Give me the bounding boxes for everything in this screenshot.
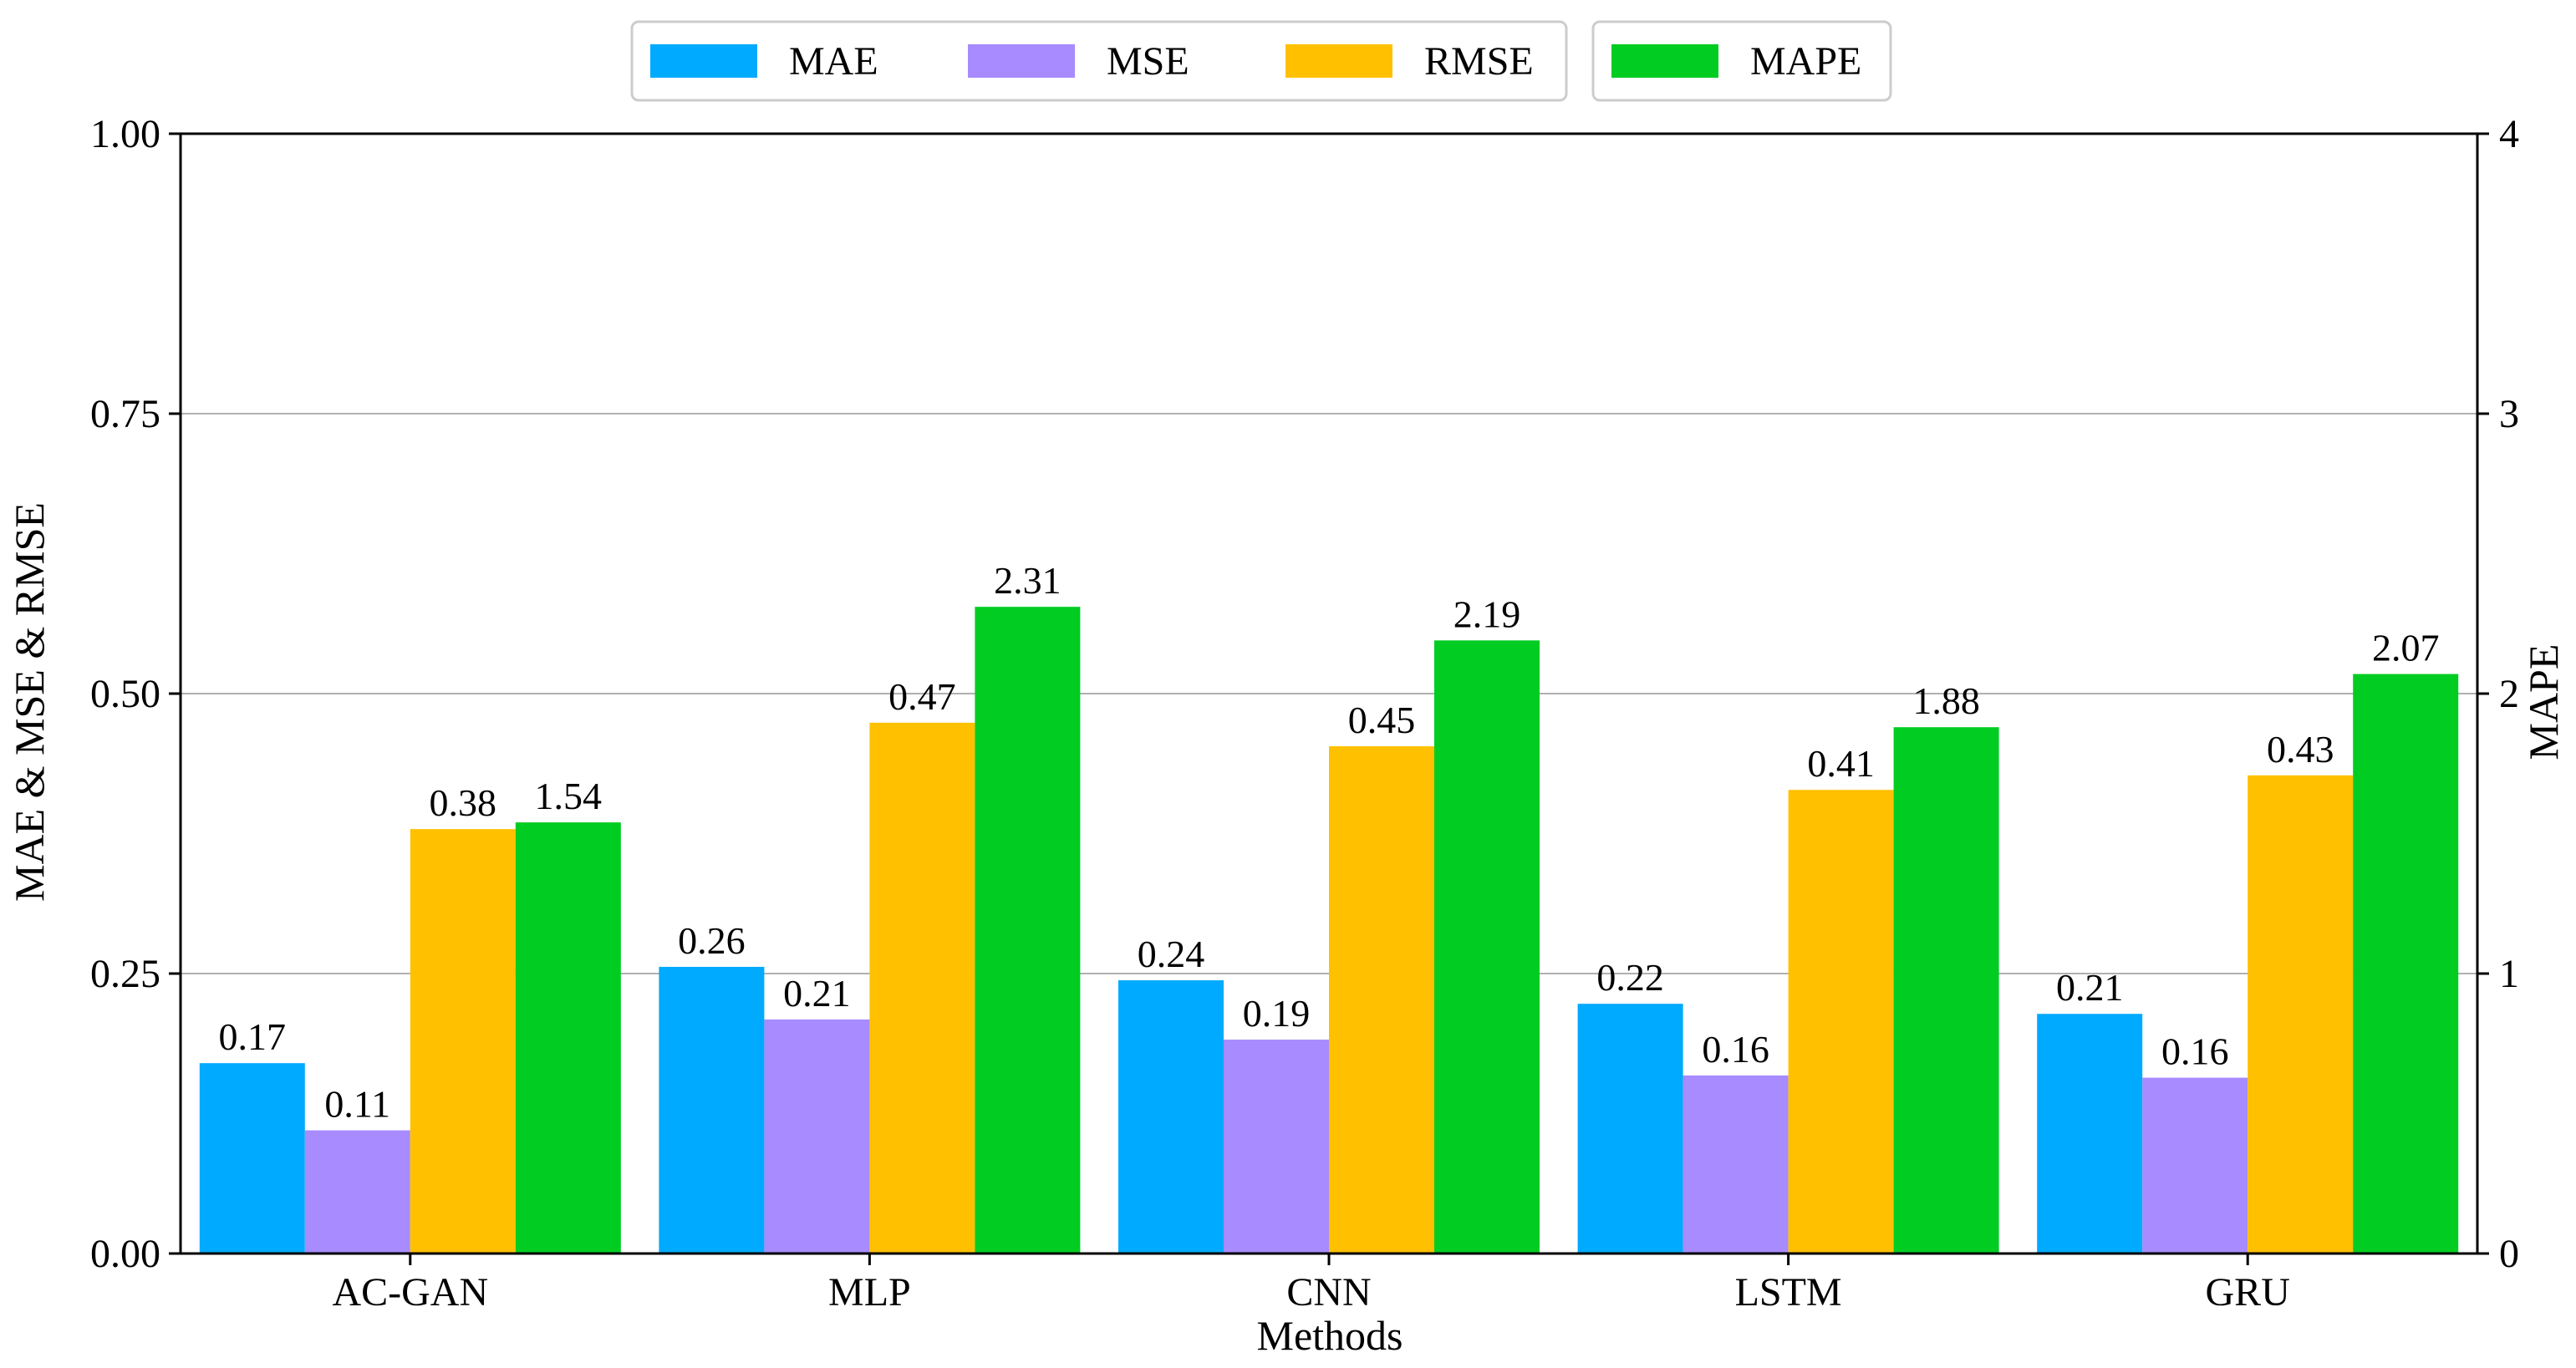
data-label-mape: 1.88 xyxy=(1912,679,1980,722)
x-tick-label: LSTM xyxy=(1735,1270,1842,1315)
bar-mse xyxy=(304,1130,410,1254)
bar-mape xyxy=(1434,640,1540,1254)
data-label-mse: 0.11 xyxy=(324,1083,390,1126)
data-label-mse: 0.16 xyxy=(2161,1030,2229,1073)
plot-frame xyxy=(179,132,2479,1255)
y-tick-label: 0.25 xyxy=(90,952,160,996)
legend-label-mape: MAPE xyxy=(1750,39,1861,84)
legend-swatch-mape xyxy=(1611,44,1718,78)
bar-mae xyxy=(659,966,765,1254)
legend-swatch-rmse xyxy=(1285,44,1392,78)
legend-box xyxy=(1591,20,1892,102)
y-tick-label: 1.00 xyxy=(90,112,160,156)
bar-rmse xyxy=(869,722,975,1254)
y2-tick-label: 0 xyxy=(2499,1232,2519,1276)
bar-mape xyxy=(2353,674,2459,1254)
data-label-mae: 0.21 xyxy=(2056,966,2124,1009)
data-label-rmse: 0.38 xyxy=(430,781,497,824)
legend-swatch-mae xyxy=(650,44,757,78)
data-label-mse: 0.19 xyxy=(1243,992,1311,1035)
bar-mae xyxy=(199,1063,305,1254)
x-axis-label: Methods xyxy=(1257,1312,1403,1359)
x-tick-label: CNN xyxy=(1286,1270,1371,1315)
data-label-mape: 1.54 xyxy=(535,775,603,817)
x-tick-label: GRU xyxy=(2206,1270,2290,1315)
data-label-mae: 0.17 xyxy=(219,1015,287,1058)
legend-swatch-mse xyxy=(968,44,1075,78)
bar-mape xyxy=(1893,727,1999,1254)
data-label-mse: 0.16 xyxy=(1702,1028,1769,1070)
y-tick-label: 0.00 xyxy=(90,1232,160,1276)
y2-tick-label: 1 xyxy=(2499,952,2519,996)
y2-tick-label: 3 xyxy=(2499,392,2519,436)
legend-label-rmse: RMSE xyxy=(1424,39,1534,84)
y-tick-label: 0.50 xyxy=(90,672,160,716)
bar-rmse xyxy=(410,829,516,1254)
y2-tick-label: 4 xyxy=(2499,112,2519,156)
x-tick-label: MLP xyxy=(828,1270,911,1315)
data-label-mape: 2.19 xyxy=(1453,592,1521,635)
x-tick-label: AC-GAN xyxy=(332,1270,488,1315)
y2-tick-label: 2 xyxy=(2499,672,2519,716)
data-labels: 0.17 0.11 0.38 1.54 0.26 0.21 0.47 2.31 0.24 0.19… xyxy=(219,559,2440,1125)
legend-box xyxy=(630,20,1568,102)
data-label-rmse: 0.47 xyxy=(888,675,956,718)
data-label-mae: 0.24 xyxy=(1138,933,1205,975)
data-label-mape: 2.07 xyxy=(2372,627,2440,669)
y-tick-label: 0.75 xyxy=(90,392,160,436)
legend: MAE MSE RMSE MAPE xyxy=(630,20,1892,102)
y-axis-label: MAE & MSE & RMSE xyxy=(6,502,53,902)
data-label-mae: 0.22 xyxy=(1596,956,1664,999)
axes: 0.00 0.25 0.50 0.75 1.00 0 1 2 3 4 AC-GAN MLP CNN LST… xyxy=(90,112,2519,1315)
bar-rmse xyxy=(1788,790,1894,1254)
data-label-rmse: 0.41 xyxy=(1807,742,1875,785)
bar-mse xyxy=(2142,1077,2248,1254)
data-label-rmse: 0.45 xyxy=(1348,699,1416,741)
bar-mae xyxy=(1118,980,1224,1254)
data-label-mse: 0.21 xyxy=(783,972,851,1015)
data-label-rmse: 0.43 xyxy=(2267,728,2334,770)
bar-mae xyxy=(2037,1014,2143,1254)
bar-mape xyxy=(515,822,621,1254)
bar-mse xyxy=(1224,1040,1329,1254)
data-label-mape: 2.31 xyxy=(994,559,1061,602)
bar-mae xyxy=(1577,1004,1683,1254)
legend-label-mse: MSE xyxy=(1107,39,1189,84)
bar-mse xyxy=(764,1019,870,1254)
y2-axis-label: MAPE xyxy=(2520,644,2567,760)
bars xyxy=(199,607,2459,1254)
bar-rmse xyxy=(2248,775,2354,1254)
bar-mse xyxy=(1683,1075,1789,1254)
bar-mape xyxy=(975,607,1081,1254)
bar-rmse xyxy=(1329,745,1434,1254)
legend-label-mae: MAE xyxy=(789,39,878,84)
data-label-mae: 0.26 xyxy=(678,919,746,962)
